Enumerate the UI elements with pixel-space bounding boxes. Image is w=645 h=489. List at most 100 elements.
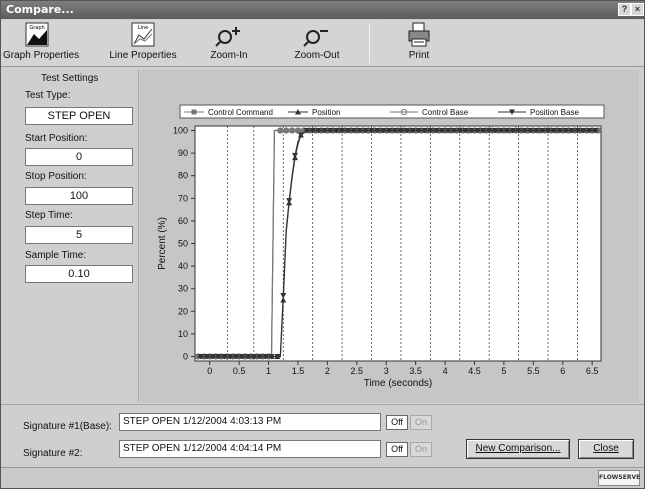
y-tick-label: 90 — [178, 148, 188, 158]
test-settings-panel: Test Settings Test Type: STEP OPEN Start… — [15, 70, 139, 402]
y-tick-label: 70 — [178, 193, 188, 203]
zoom-out-button[interactable]: Zoom-Out — [289, 22, 345, 66]
start-position-label: Start Position: — [25, 133, 88, 144]
legend-marker — [191, 109, 197, 115]
comparison-chart: 0 10 20 30 40 50 60 70 80 90 100 0 0.5 1 1.5 2 2.5 3 3.5 4 4… — [157, 104, 605, 389]
series-marker — [356, 128, 363, 134]
series-marker — [486, 128, 493, 134]
series-marker — [409, 128, 416, 134]
series-marker — [521, 128, 528, 134]
x-tick-label: 1 — [266, 366, 271, 376]
graph-properties-label: Graph Properties — [3, 50, 80, 61]
x-tick-label: 6 — [560, 366, 565, 376]
series-marker — [197, 353, 204, 360]
series-marker — [403, 128, 410, 134]
series-marker — [509, 128, 516, 134]
series-marker — [274, 353, 281, 360]
toolbar-divider — [369, 23, 370, 63]
legend-label: Control Base — [422, 108, 469, 117]
series-marker — [288, 127, 296, 134]
series-marker — [380, 128, 387, 134]
x-tick-label: 0.5 — [233, 366, 246, 376]
y-axis-label: Percent (%) — [157, 217, 168, 270]
step-time-label: Step Time: — [25, 210, 73, 221]
series-marker — [586, 128, 593, 134]
legend-marker — [295, 109, 301, 115]
series-marker — [262, 353, 269, 360]
print-button[interactable]: Print — [397, 22, 441, 66]
stop-position-field: 100 — [25, 187, 133, 205]
series-marker — [450, 128, 457, 134]
x-axis-label: Time (seconds) — [364, 378, 433, 389]
series-marker — [462, 128, 469, 134]
y-tick-label: 10 — [178, 329, 188, 339]
series-marker — [277, 127, 284, 134]
help-icon[interactable]: ? — [618, 3, 631, 16]
close-window-icon[interactable]: × — [631, 3, 644, 16]
signature-2-field: STEP OPEN 1/12/2004 4:04:14 PM — [119, 440, 381, 458]
line-properties-button[interactable]: Line Line Properties — [105, 22, 181, 66]
series-marker — [339, 128, 346, 134]
series-marker — [545, 128, 552, 134]
toolbar: Graph Graph Properties Line Line Propert… — [1, 20, 644, 67]
series-marker — [362, 128, 369, 134]
chart-area: 0 10 20 30 40 50 60 70 80 90 100 0 0.5 1 1.5 2 2.5 3 3.5 4 4… — [140, 70, 639, 403]
series-marker — [503, 128, 510, 134]
sample-time-label: Sample Time: — [25, 250, 87, 261]
flowserve-logo: FLOWSERVE — [598, 470, 640, 486]
series-marker — [368, 128, 375, 134]
series-marker — [233, 353, 240, 360]
test-settings-heading: Test Settings — [41, 73, 99, 84]
x-tick-label: 2.5 — [351, 366, 364, 376]
start-position-field: 0 — [25, 148, 133, 166]
series-marker — [327, 128, 334, 134]
series-marker — [562, 128, 569, 134]
step-time-field: 5 — [25, 226, 133, 244]
signature-2-off-toggle[interactable]: Off — [386, 442, 408, 457]
series-marker — [492, 128, 499, 134]
signature-2-on-toggle[interactable]: On — [410, 442, 432, 457]
series-marker — [574, 128, 581, 134]
series-marker — [415, 128, 422, 134]
signature-1-off-toggle[interactable]: Off — [386, 415, 408, 430]
y-tick-label: 100 — [173, 126, 188, 136]
signature-1-on-toggle[interactable]: On — [410, 415, 432, 430]
new-comparison-button[interactable]: New Comparison... — [466, 439, 570, 459]
graph-icon-label: Graph — [29, 25, 44, 31]
series-marker — [480, 128, 487, 134]
graph-properties-button[interactable]: Graph Graph Properties — [3, 22, 80, 66]
y-tick-label: 50 — [178, 239, 188, 249]
legend-label: Position — [312, 108, 340, 117]
line-icon-label: Line — [138, 25, 148, 31]
legend-label: Position Base — [530, 108, 579, 117]
close-button[interactable]: Close — [578, 439, 634, 459]
y-tick-label: 60 — [178, 216, 188, 226]
series-marker — [550, 128, 557, 134]
zoom-in-button[interactable]: Zoom-In — [203, 22, 255, 66]
series-marker — [244, 353, 251, 360]
x-tick-label: 5 — [501, 366, 506, 376]
series-marker — [221, 353, 228, 360]
x-tick-label: 4 — [443, 366, 448, 376]
window-title: Compare... — [6, 3, 74, 16]
print-label: Print — [408, 50, 430, 61]
test-type-label: Test Type: — [25, 90, 71, 101]
series-marker — [268, 353, 275, 360]
series-marker — [303, 128, 310, 134]
series-marker — [527, 128, 534, 134]
signature-1-field: STEP OPEN 1/12/2004 4:03:13 PM — [119, 413, 381, 431]
series-marker — [433, 128, 440, 134]
zoom-in-icon — [215, 27, 240, 47]
sample-time-field: 0.10 — [25, 265, 133, 283]
signature-panel: Signature #1(Base): STEP OPEN 1/12/2004 … — [1, 404, 644, 466]
printer-icon — [408, 22, 430, 47]
series-marker — [344, 128, 351, 134]
y-tick-label: 80 — [178, 171, 188, 181]
legend-label: Control Command — [208, 108, 273, 117]
series-marker — [374, 128, 381, 134]
x-tick-label: 3.5 — [409, 366, 422, 376]
series-marker — [239, 353, 246, 360]
series-marker — [350, 128, 357, 134]
signature-1-label: Signature #1(Base): — [23, 421, 112, 432]
series-marker — [439, 128, 446, 134]
